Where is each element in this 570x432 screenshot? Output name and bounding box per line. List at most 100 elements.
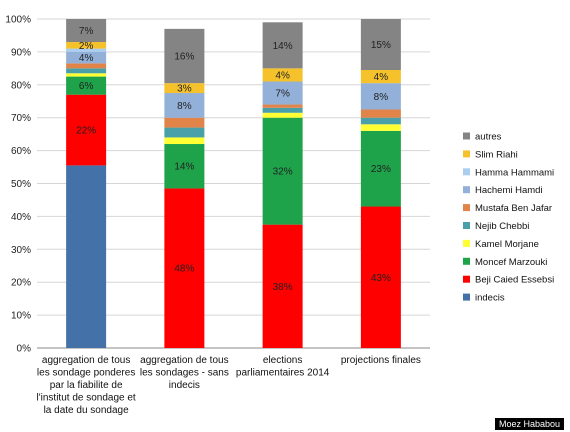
- bar-segment: [360, 117, 401, 125]
- x-axis-category-labels: aggregation de tous les sondage ponderes p…: [37, 355, 421, 416]
- bar-segment: [164, 188, 205, 348]
- x-category-label: projections finales: [341, 355, 421, 366]
- legend-swatch: [463, 186, 470, 194]
- data-label: 8%: [374, 92, 389, 103]
- bar-segment: [66, 19, 107, 43]
- y-tick-label: 20%: [11, 278, 31, 289]
- y-tick-label: 0%: [17, 344, 32, 355]
- bar-segment: [262, 81, 303, 105]
- bar-segment: [262, 117, 303, 225]
- data-label: 43%: [371, 273, 391, 284]
- legend-label: Moncef Marzouki: [475, 257, 547, 268]
- legend-label: Hamma Hammami: [475, 167, 554, 178]
- y-tick-label: 90%: [11, 47, 31, 58]
- legend-swatch: [463, 222, 470, 229]
- legend-swatch: [463, 275, 470, 283]
- legend-label: autres: [475, 132, 502, 143]
- x-category-label: elections parliamentaires 2014: [236, 355, 330, 379]
- bar-segment: [164, 137, 205, 145]
- bar-segment: [164, 127, 205, 138]
- legend-swatch: [463, 204, 470, 212]
- x-category-label: aggregation de tous les sondages - sans in…: [140, 355, 229, 391]
- bar-segment: [360, 83, 401, 110]
- data-label: 7%: [79, 26, 94, 37]
- legend-label: Mustafa Ben Jafar: [475, 203, 552, 214]
- x-category-label-line: les sondages - sans: [140, 368, 229, 379]
- bar-segment: [66, 94, 107, 166]
- author-watermark: Moez Hababou: [494, 418, 564, 430]
- bar-segment: [262, 22, 303, 69]
- legend-swatch: [463, 150, 470, 158]
- bar-segment: [262, 107, 303, 113]
- bar-segment: [360, 206, 401, 348]
- x-category-label-line: la date du sondage: [44, 405, 130, 416]
- x-category-label: aggregation de tous les sondage ponderes p…: [37, 355, 136, 416]
- legend-label: Nejib Chebbi: [475, 221, 529, 232]
- legend-label: Beji Caied Essebsi: [475, 275, 554, 286]
- data-label: 48%: [174, 264, 194, 275]
- bar-segment: [360, 109, 401, 118]
- data-label: 23%: [371, 164, 391, 175]
- data-labels: 22%6%4%2%7%48%14%8%3%16%38%32%7%4%14%43%…: [76, 26, 391, 293]
- y-tick-label: 40%: [11, 212, 31, 223]
- data-label: 32%: [273, 167, 293, 178]
- y-tick-label: 10%: [11, 311, 31, 322]
- bar-segment: [164, 93, 205, 118]
- bar-segment: [360, 124, 401, 131]
- data-label: 14%: [273, 41, 293, 52]
- x-category-label-line: aggregation de tous: [42, 355, 130, 366]
- data-label: 6%: [79, 81, 94, 92]
- bar-segment: [66, 48, 107, 52]
- legend: autres Slim Riahi Hamma Hammami Hachemi Ham…: [463, 132, 554, 304]
- y-axis-tick-labels: 0% 10% 20% 30% 40% 50% 60% 70% 80% 90% 100%: [5, 15, 31, 355]
- data-label: 4%: [79, 53, 94, 64]
- bar-segment: [262, 224, 303, 348]
- legend-label: Slim Riahi: [475, 149, 518, 160]
- bar-segment: [164, 83, 205, 94]
- bar-segment: [66, 42, 107, 49]
- bar-segment: [66, 51, 107, 64]
- x-category-label-line: elections: [263, 355, 302, 366]
- data-label: 4%: [374, 72, 389, 83]
- x-category-label-line: les sondage ponderes: [37, 368, 135, 379]
- y-tick-label: 30%: [11, 245, 31, 256]
- legend-swatch: [463, 257, 470, 265]
- y-tick-label: 50%: [11, 179, 31, 190]
- x-category-label-line: aggregation de tous: [140, 355, 228, 366]
- bar-segment: [360, 69, 401, 84]
- data-label: 4%: [275, 70, 290, 81]
- data-label: 14%: [174, 162, 194, 173]
- y-tick-label: 60%: [11, 146, 31, 157]
- x-category-label-line: l'institut de sondage et: [37, 393, 136, 404]
- bar-segment: [164, 144, 205, 189]
- bar-segment: [66, 76, 107, 95]
- x-category-label-line: projections finales: [341, 355, 421, 366]
- bar-segment: [164, 28, 205, 84]
- data-label: 8%: [177, 101, 192, 112]
- data-label: 38%: [273, 282, 293, 293]
- data-label: 16%: [174, 52, 194, 63]
- x-category-label-line: parliamentaires 2014: [236, 368, 330, 379]
- y-tick-label: 100%: [5, 15, 31, 26]
- bar-segment: [66, 68, 107, 74]
- legend-label: indecis: [475, 293, 505, 304]
- y-tick-label: 70%: [11, 113, 31, 124]
- legend-swatch: [463, 239, 470, 247]
- data-label: 2%: [79, 41, 94, 52]
- data-label: 7%: [275, 89, 290, 100]
- x-category-label-line: par la fiabilite de: [50, 380, 123, 391]
- bar-segment: [66, 165, 107, 348]
- legend-label: Kamel Morjane: [475, 239, 539, 250]
- x-category-label-line: indecis: [169, 380, 200, 391]
- bar-segment: [360, 19, 401, 70]
- bar-segment: [66, 73, 107, 77]
- legend-swatch: [463, 132, 470, 140]
- legend-swatch: [463, 168, 470, 176]
- bar-segment: [360, 130, 401, 207]
- legend-label: Hachemi Hamdi: [475, 185, 543, 196]
- bar-segment: [262, 68, 303, 82]
- bar-stacks: [66, 19, 401, 348]
- bar-segment: [66, 63, 107, 69]
- y-tick-label: 80%: [11, 80, 31, 91]
